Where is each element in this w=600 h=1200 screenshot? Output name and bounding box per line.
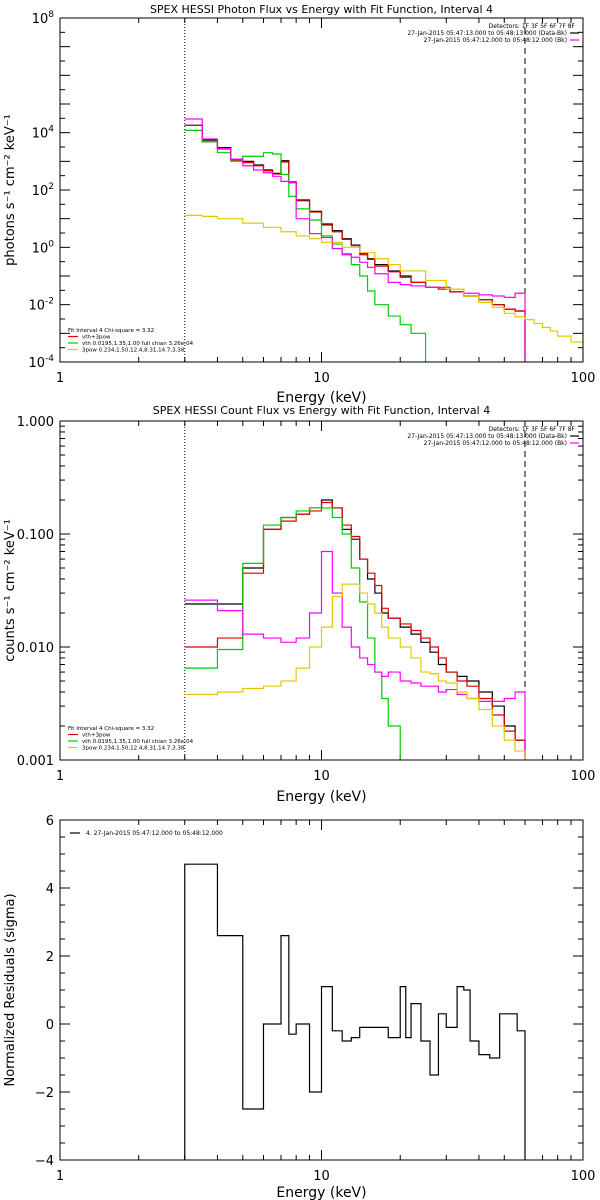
y-tick-label: 6	[46, 814, 54, 829]
x-axis-label: Energy (keV)	[276, 390, 366, 406]
y-tick-exponent: 8	[48, 10, 54, 20]
y-tick-label: −4	[35, 1154, 54, 1169]
legend-header: Detectors: 1F 3F 5F 6F 7F 8F	[489, 426, 576, 433]
fit-legend-entry: vth+3pow	[82, 733, 111, 739]
x-tick-label: 10	[313, 769, 330, 784]
count-flux-panel: SPEX HESSI Count Flux vs Energy with Fit…	[3, 404, 595, 805]
chart-title: SPEX HESSI Count Flux vs Energy with Fit…	[153, 404, 490, 417]
y-tick-label: 4	[46, 882, 54, 897]
y-axis-label: photons s⁻¹ cm⁻² keV⁻¹	[3, 114, 18, 266]
y-tick-base: 10	[28, 356, 45, 371]
y-tick-base: 10	[32, 127, 49, 142]
legend-entry: 27-Jan-2015 05:47:12.000 to 05:48:12.000…	[424, 37, 567, 44]
y-tick-exponent: -2	[45, 297, 54, 307]
plot-frame	[59, 819, 584, 1161]
series-3-step-line	[184, 118, 526, 362]
y-tick-label: 1.000	[17, 415, 54, 430]
chart-title: SPEX HESSI Photon Flux vs Energy with Fi…	[150, 3, 493, 16]
legend-header: Detectors: 1F 3F 5F 6F 7F 8F	[489, 23, 576, 30]
fit-legend-header: Fit Interval 4 Chi-square = 3.32	[68, 726, 154, 732]
fit-legend-header: Fit Interval 4 Chi-square = 3.32	[68, 328, 154, 334]
fit-legend-entry: vth 0.0195,1.35,1.00 full chian 3.26e-04	[82, 739, 194, 745]
y-tick-base: 10	[32, 184, 49, 199]
x-tick-label: 1	[56, 371, 64, 386]
legend-top-left: 4. 27-Jan-2015 05:47:12.000 to 05:48:12.…	[70, 830, 223, 837]
legend-top-right: Detectors: 1F 3F 5F 6F 7F 8F27-Jan-2015 …	[407, 23, 579, 44]
x-tick-label: 100	[571, 1169, 596, 1184]
y-tick-label: 10-2	[28, 297, 54, 314]
series-4-step-line	[184, 583, 526, 760]
y-tick-label: 108	[32, 10, 55, 27]
y-tick-label: 0.100	[17, 528, 54, 543]
x-tick-label: 1	[56, 1169, 64, 1184]
y-tick-label: 100	[32, 239, 55, 256]
y-tick-label: 0.001	[17, 754, 54, 769]
series-group	[184, 863, 526, 1160]
x-tick-label: 100	[571, 769, 596, 784]
y-tick-base: 10	[32, 241, 49, 256]
series-group	[184, 499, 526, 760]
series-1-step-line	[184, 501, 526, 760]
plot-frame	[59, 17, 584, 363]
series-0-step-line	[184, 863, 526, 1160]
x-tick-label: 10	[313, 1169, 330, 1184]
y-tick-exponent: 0	[48, 239, 54, 249]
fit-legend-entry: vth+3pow	[82, 335, 111, 341]
fit-legend-entry: 3pow 0.234,1.50,12.4,8.31,14.7,3.38	[82, 746, 185, 752]
photon-flux-panel: SPEX HESSI Photon Flux vs Energy with Fi…	[3, 3, 595, 406]
legend-fit-info: Fit Interval 4 Chi-square = 3.32vth+3pow…	[68, 726, 194, 752]
legend-top-right: Detectors: 1F 3F 5F 6F 7F 8F27-Jan-2015 …	[407, 426, 579, 447]
y-tick-label: 104	[32, 125, 55, 142]
x-tick-label: 1	[56, 769, 64, 784]
fit-legend-entry: 3pow 0.234,1.50,12.4,8.31,14.7,3.38	[82, 348, 185, 354]
legend-fit-info: Fit Interval 4 Chi-square = 3.32vth+3pow…	[68, 328, 194, 354]
y-tick-base: 10	[32, 12, 49, 27]
legend-entry: 27-Jan-2015 05:47:13.000 to 05:48:13.000…	[407, 433, 567, 440]
residuals-panel: 1 10 100 −4 −2 0 2 4 6 Energy (keV) Normalized Res…	[3, 814, 595, 1200]
y-axis-label: Normalized Residuals (sigma)	[3, 893, 18, 1086]
y-tick-exponent: 4	[48, 125, 54, 135]
series-4-step-line	[184, 214, 583, 362]
y-tick-label: 10-4	[28, 354, 54, 371]
y-axis-ticks	[60, 17, 583, 363]
y-tick-exponent: -4	[45, 354, 54, 364]
x-axis-label: Energy (keV)	[276, 789, 366, 805]
y-tick-label: −2	[35, 1086, 54, 1101]
fit-legend-entry: vth 0.0195,1.35,1.00 full chian 3.26e-04	[82, 341, 194, 347]
y-tick-label: 102	[32, 182, 54, 199]
legend-entry: 27-Jan-2015 05:47:13.000 to 05:48:13.000…	[407, 30, 567, 37]
x-axis-ticks	[59, 18, 572, 362]
y-tick-base: 10	[28, 299, 45, 314]
plot-frame	[59, 420, 584, 761]
y-tick-label: 2	[46, 950, 54, 965]
series-group	[184, 118, 583, 362]
x-axis-label: Energy (keV)	[276, 1185, 366, 1200]
y-axis-label: counts s⁻¹ cm⁻² keV⁻¹	[3, 519, 18, 662]
y-tick-label: 0.010	[17, 641, 54, 656]
y-tick-exponent: 2	[48, 182, 54, 192]
y-tick-label: 0	[46, 1018, 54, 1033]
x-tick-label: 10	[313, 371, 330, 386]
legend-entry: 4. 27-Jan-2015 05:47:12.000 to 05:48:12.…	[86, 830, 223, 837]
legend-entry: 27-Jan-2015 05:47:12.000 to 05:48:12.000…	[424, 440, 567, 447]
x-tick-label: 100	[571, 371, 596, 386]
